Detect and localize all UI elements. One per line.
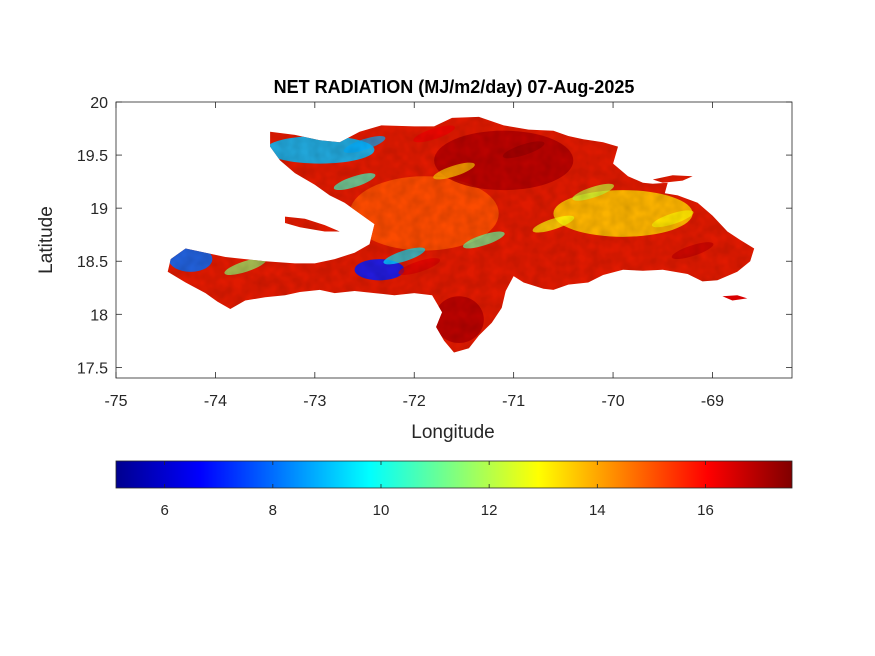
y-tick-label: 19.5	[77, 148, 108, 165]
colorbar-tick-label: 16	[697, 502, 714, 519]
x-tick-label: -74	[204, 393, 227, 410]
y-tick-label: 17.5	[77, 360, 108, 377]
colorbar-tick-label: 14	[589, 502, 606, 519]
y-tick-label: 19	[90, 201, 108, 218]
y-axis: 20 19.5 19 18.5 18 17.5	[77, 95, 792, 377]
colorbar-tick-label: 8	[269, 502, 277, 519]
y-tick-label: 18.5	[77, 254, 108, 271]
colorbar: 6 8 10 12 14 16	[115, 460, 793, 519]
x-tick-label: -72	[403, 393, 426, 410]
x-tick-label: -73	[303, 393, 326, 410]
x-tick-label: -75	[104, 393, 127, 410]
colorbar-tick-label: 6	[161, 502, 169, 519]
colorbar-gradient	[115, 460, 793, 489]
y-tick-label: 20	[90, 95, 108, 112]
x-axis-label: Longitude	[411, 422, 494, 443]
chart-title: NET RADIATION (MJ/m2/day) 07-Aug-2025	[274, 77, 635, 97]
x-tick-label: -70	[601, 393, 624, 410]
colorbar-tick-label: 10	[373, 502, 390, 519]
colorbar-tick-label: 12	[481, 502, 498, 519]
x-tick-label: -71	[502, 393, 525, 410]
y-axis-label: Latitude	[36, 206, 57, 274]
saona-island	[722, 295, 748, 301]
x-axis: -75 -74 -73 -72 -71 -70 -69	[104, 102, 724, 410]
y-tick-label: 18	[90, 307, 108, 324]
x-tick-label: -69	[701, 393, 724, 410]
